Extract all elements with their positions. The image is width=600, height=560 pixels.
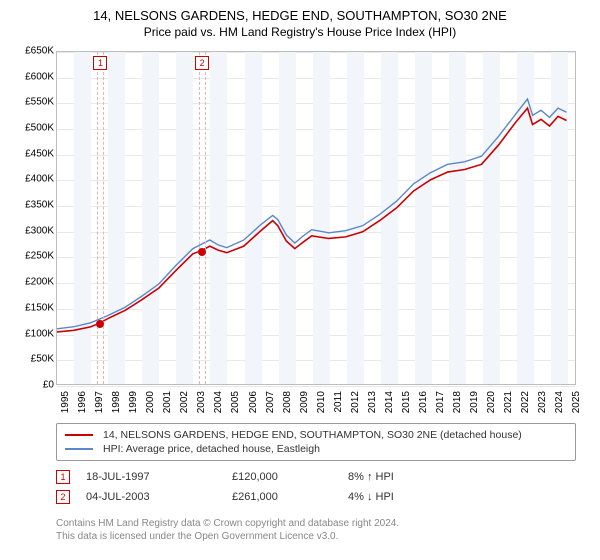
sale-delta: 4% HPI xyxy=(348,491,468,503)
x-tick-label: 2008 xyxy=(282,391,293,413)
y-tick-label: £250K xyxy=(25,251,54,262)
footer-line-2: This data is licensed under the Open Gov… xyxy=(56,530,576,544)
x-tick-label: 2022 xyxy=(520,391,531,413)
sale-marker-box: 2 xyxy=(195,56,209,70)
legend-swatch-property xyxy=(65,434,93,436)
sale-index-badge: 2 xyxy=(56,490,70,504)
x-tick-label: 2025 xyxy=(571,391,582,413)
sale-row: 1 18-JUL-1997 £120,000 8% HPI xyxy=(56,467,576,487)
y-tick-label: £450K xyxy=(25,148,54,159)
x-tick-label: 1997 xyxy=(94,391,105,413)
sale-marker-dot xyxy=(96,320,104,328)
x-tick-label: 2017 xyxy=(435,391,446,413)
series-line-property xyxy=(57,108,567,332)
y-tick-label: £100K xyxy=(25,328,54,339)
legend-label-property: 14, NELSONS GARDENS, HEDGE END, SOUTHAMP… xyxy=(103,429,522,441)
x-tick-label: 2023 xyxy=(537,391,548,413)
legend-label-hpi: HPI: Average price, detached house, East… xyxy=(103,443,320,455)
sales-table: 1 18-JUL-1997 £120,000 8% HPI 2 04-JUL-2… xyxy=(56,467,576,507)
x-tick-label: 2004 xyxy=(213,391,224,413)
y-tick-label: £550K xyxy=(25,97,54,108)
sale-date: 18-JUL-1997 xyxy=(86,471,226,483)
y-tick-label: £400K xyxy=(25,174,54,185)
sale-delta: 8% HPI xyxy=(348,471,468,483)
x-tick-label: 2007 xyxy=(265,391,276,413)
x-tick-label: 2016 xyxy=(418,391,429,413)
x-tick-label: 2006 xyxy=(248,391,259,413)
arrow-up-icon xyxy=(367,471,373,483)
x-tick-label: 1999 xyxy=(128,391,139,413)
x-tick-label: 2013 xyxy=(367,391,378,413)
x-tick-label: 1996 xyxy=(77,391,88,413)
legend: 14, NELSONS GARDENS, HEDGE END, SOUTHAMP… xyxy=(56,423,576,461)
line-layer xyxy=(57,52,575,384)
x-tick-label: 2003 xyxy=(196,391,207,413)
x-tick-label: 2021 xyxy=(503,391,514,413)
arrow-down-icon xyxy=(367,491,373,503)
x-tick-label: 2012 xyxy=(350,391,361,413)
x-tick-label: 2015 xyxy=(401,391,412,413)
y-tick-label: £200K xyxy=(25,277,54,288)
chart-title: 14, NELSONS GARDENS, HEDGE END, SOUTHAMP… xyxy=(12,8,588,25)
x-tick-label: 2024 xyxy=(554,391,565,413)
plot-region: 12 xyxy=(56,51,576,385)
legend-item-hpi: HPI: Average price, detached house, East… xyxy=(65,442,567,456)
sale-row: 2 04-JUL-2003 £261,000 4% HPI xyxy=(56,487,576,507)
sale-date: 04-JUL-2003 xyxy=(86,491,226,503)
sale-price: £120,000 xyxy=(232,471,342,483)
sale-index-badge: 1 xyxy=(56,470,70,484)
series-line-hpi xyxy=(57,99,567,329)
x-tick-label: 2009 xyxy=(299,391,310,413)
y-tick-label: £300K xyxy=(25,225,54,236)
x-tick-label: 2000 xyxy=(145,391,156,413)
x-tick-label: 2001 xyxy=(162,391,173,413)
x-tick-label: 2020 xyxy=(486,391,497,413)
x-tick-label: 2019 xyxy=(469,391,480,413)
x-tick-label: 2002 xyxy=(179,391,190,413)
footer-line-1: Contains HM Land Registry data © Crown c… xyxy=(56,517,576,531)
footer-attribution: Contains HM Land Registry data © Crown c… xyxy=(56,517,576,544)
x-tick-label: 1998 xyxy=(111,391,122,413)
y-tick-label: £500K xyxy=(25,122,54,133)
x-tick-label: 2010 xyxy=(316,391,327,413)
legend-item-property: 14, NELSONS GARDENS, HEDGE END, SOUTHAMP… xyxy=(65,428,567,442)
y-tick-label: £50K xyxy=(31,354,54,365)
chart-area: 12 £0£50K£100K£150K£200K£250K£300K£350K£… xyxy=(12,45,588,415)
y-tick-label: £150K xyxy=(25,302,54,313)
x-tick-label: 2018 xyxy=(452,391,463,413)
sale-price: £261,000 xyxy=(232,491,342,503)
y-tick-label: £350K xyxy=(25,200,54,211)
sale-marker-box: 1 xyxy=(93,56,107,70)
x-tick-label: 2014 xyxy=(384,391,395,413)
y-tick-label: £0 xyxy=(43,379,54,390)
chart-subtitle: Price paid vs. HM Land Registry's House … xyxy=(12,25,588,39)
x-tick-label: 2005 xyxy=(230,391,241,413)
sale-marker-dot xyxy=(198,248,206,256)
legend-swatch-hpi xyxy=(65,448,93,450)
y-tick-label: £650K xyxy=(25,45,54,56)
x-tick-label: 1995 xyxy=(60,391,71,413)
y-tick-label: £600K xyxy=(25,71,54,82)
x-tick-label: 2011 xyxy=(333,391,344,413)
